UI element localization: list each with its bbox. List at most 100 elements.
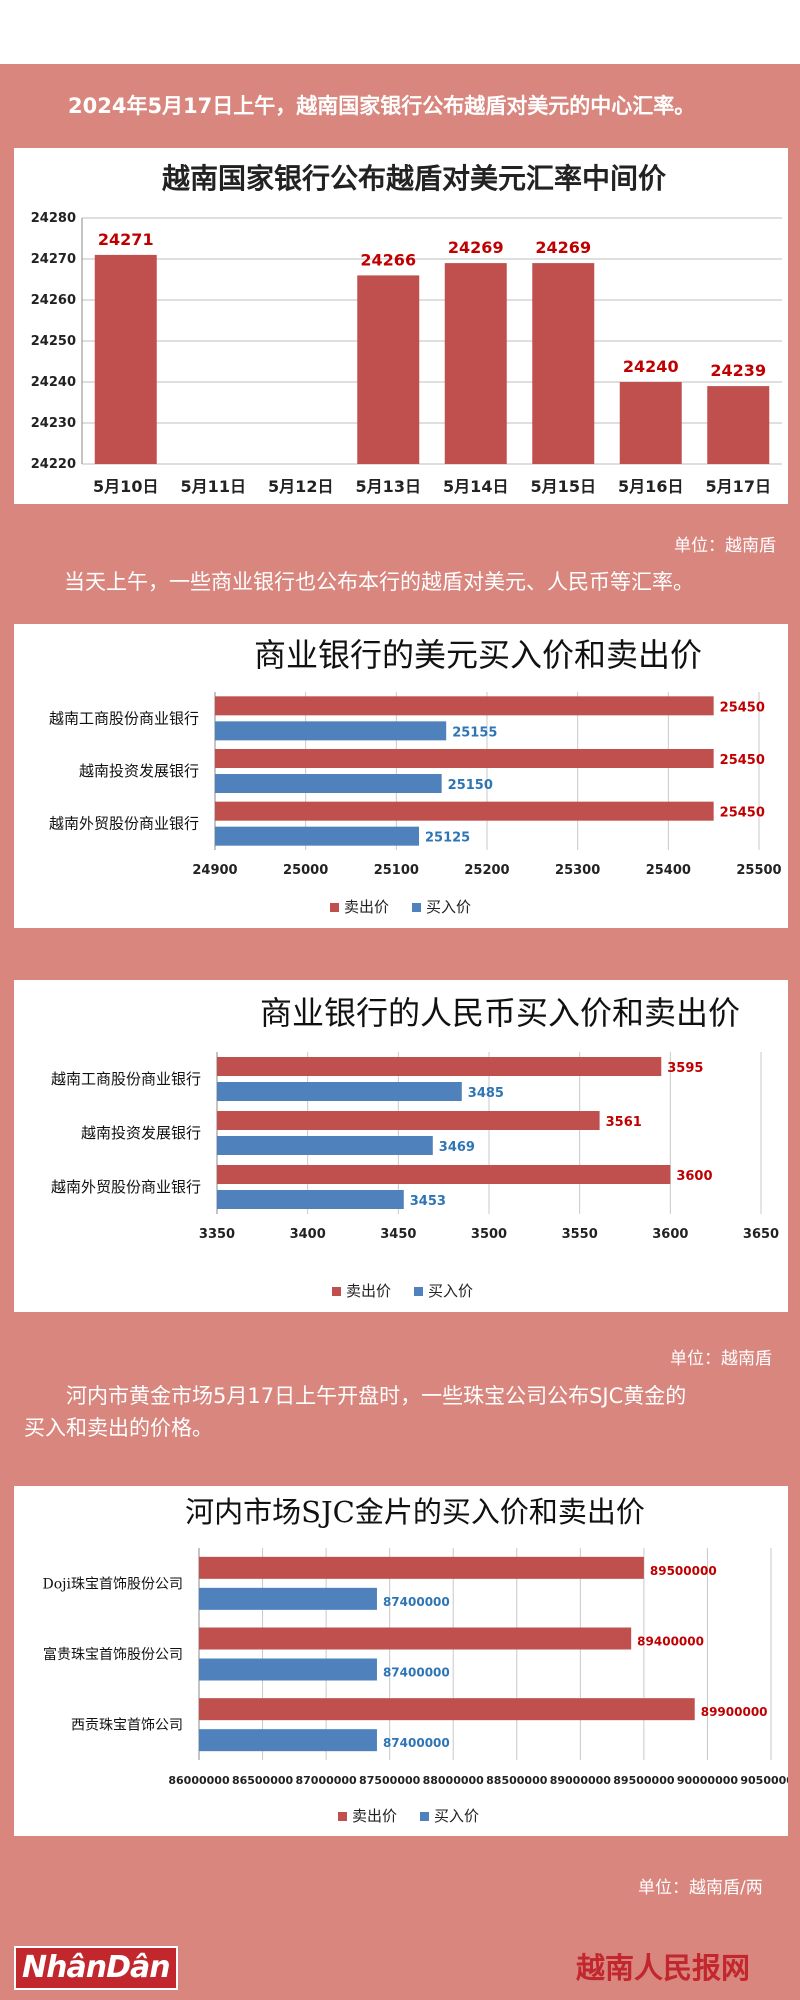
chart-1-bar bbox=[619, 382, 682, 464]
chart-2-bar-sell bbox=[215, 749, 714, 768]
chart-4-bar-buy bbox=[199, 1729, 377, 1752]
chart-1-xtick-label: 5月13日 bbox=[356, 477, 421, 496]
chart-3-legend-buy: 买入价 bbox=[428, 1282, 473, 1300]
chart-panel-1: 越南国家银行公布越盾对美元汇率中间价 24220 24230 24240 24250 24… bbox=[14, 148, 788, 504]
chart-2-xtick-label: 25200 bbox=[464, 863, 509, 878]
chart-1-xtick-label: 5月17日 bbox=[706, 477, 771, 496]
chart-3-bar-sell bbox=[217, 1111, 600, 1130]
chart-2-category-label: 越南外贸股份商业银行 bbox=[49, 815, 199, 833]
chart-1-xtick-label: 5月10日 bbox=[93, 477, 158, 496]
chart-1-data-label: 24271 bbox=[98, 230, 154, 249]
chart-2-label-sell: 25450 bbox=[720, 700, 765, 715]
chart-2-bar-buy bbox=[215, 826, 419, 846]
chart-4-label-sell: 89400000 bbox=[637, 1635, 704, 1649]
chart-4-xtick-label: 87000000 bbox=[295, 1774, 357, 1787]
chart-4-xtick-label: 86500000 bbox=[232, 1774, 294, 1787]
chart-2-legend-sell: 卖出价 bbox=[344, 898, 389, 916]
chart-4-label-sell: 89900000 bbox=[701, 1705, 768, 1719]
chart-3-legend-sell: 卖出价 bbox=[346, 1282, 391, 1300]
chart-4-xtick-label: 90000000 bbox=[677, 1774, 739, 1787]
chart-2-legend-buy: 买入价 bbox=[426, 898, 471, 916]
chart-1-ytick-label: 24270 bbox=[31, 252, 76, 267]
chart-2-label-sell: 25450 bbox=[720, 753, 765, 768]
chart-3-legend-swatch-sell bbox=[332, 1287, 341, 1296]
chart-1-bar bbox=[357, 275, 420, 464]
chart-4-label-buy: 87400000 bbox=[383, 1595, 450, 1609]
chart-4-label-sell: 89500000 bbox=[650, 1564, 717, 1578]
chart-2-xtick-label: 25500 bbox=[736, 863, 781, 878]
chart-3-label-sell: 3600 bbox=[676, 1169, 712, 1184]
chart-3-xtick-label: 3650 bbox=[743, 1227, 779, 1242]
chart-3-label-buy: 3453 bbox=[410, 1194, 446, 1209]
chart-3-xtick-label: 3450 bbox=[380, 1227, 416, 1242]
chart-2-title: 商业银行的美元买入价和卖出价 bbox=[254, 636, 702, 674]
chart-3-label-buy: 3469 bbox=[439, 1140, 475, 1155]
chart-2-xtick-label: 24900 bbox=[192, 863, 237, 878]
chart-1-ytick-label: 24230 bbox=[31, 416, 76, 431]
chart-1-ytick-label: 24250 bbox=[31, 334, 76, 349]
chart-1-ytick-label: 24220 bbox=[31, 457, 76, 472]
unit-label-2: 单位：越南盾 bbox=[670, 1349, 772, 1369]
chart-panel-3: 商业银行的人民币买入价和卖出价 3350 3400 3450 3500 3550 3600 3… bbox=[14, 980, 788, 1312]
chart-1-xtick-label: 5月14日 bbox=[443, 477, 508, 496]
chart-1-ytick-label: 24260 bbox=[31, 293, 76, 308]
chart-4-label-buy: 87400000 bbox=[383, 1736, 450, 1750]
chart-1-svg: 越南国家银行公布越盾对美元汇率中间价 24220 24230 24240 24250 24… bbox=[31, 162, 782, 496]
chart-3-bar-sell bbox=[217, 1165, 671, 1184]
chart-1-bar bbox=[444, 263, 507, 464]
chart-3-label-buy: 3485 bbox=[468, 1086, 504, 1101]
chart-2-svg: 商业银行的美元买入价和卖出价 24900 25000 25100 25200 25300 2… bbox=[49, 636, 782, 916]
chart-3-bar-sell bbox=[217, 1057, 662, 1076]
chart-4-legend-swatch-buy bbox=[420, 1812, 429, 1821]
chart-4-xtick-label: 86000000 bbox=[168, 1774, 230, 1787]
chart-4-title: 河内市场SJC金片的买入价和卖出价 bbox=[185, 1495, 645, 1529]
chart-3-bar-buy bbox=[217, 1082, 462, 1101]
chart-1-data-label: 24269 bbox=[535, 238, 591, 257]
text-3-line2: 买入和卖出的价格。 bbox=[24, 1416, 213, 1440]
nhandan-logo: NhânDân bbox=[14, 1946, 178, 1990]
chart-3-category-label: 越南投资发展银行 bbox=[81, 1124, 201, 1142]
chart-1-data-label: 24239 bbox=[710, 361, 766, 380]
chart-1-ytick-label: 24280 bbox=[31, 211, 76, 226]
chart-panel-2: 商业银行的美元买入价和卖出价 24900 25000 25100 25200 25300 2… bbox=[14, 624, 788, 928]
chart-1-data-label: 24266 bbox=[360, 250, 416, 269]
chart-3-bar-buy bbox=[217, 1136, 433, 1155]
chart-3-xtick-label: 3600 bbox=[652, 1227, 688, 1242]
chart-1-xtick-label: 5月11日 bbox=[181, 477, 246, 496]
chart-3-category-label: 越南工商股份商业银行 bbox=[51, 1070, 201, 1088]
chart-2-label-buy: 25150 bbox=[448, 778, 493, 793]
chart-2-category-label: 越南投资发展银行 bbox=[79, 762, 199, 780]
chart-2-bar-buy bbox=[215, 774, 442, 793]
chart-4-xtick-label: 89500000 bbox=[613, 1774, 675, 1787]
chart-2-label-buy: 25125 bbox=[425, 831, 470, 846]
text-2: 当天上午，一些商业银行也公布本行的越盾对美元、人民币等汇率。 bbox=[64, 570, 694, 594]
chart-3-title: 商业银行的人民币买入价和卖出价 bbox=[260, 994, 740, 1032]
chart-3-xtick-label: 3550 bbox=[562, 1227, 598, 1242]
chart-2-label-sell: 25450 bbox=[720, 806, 765, 821]
chart-4-legend-swatch-sell bbox=[338, 1812, 347, 1821]
chart-2-xtick-label: 25000 bbox=[283, 863, 328, 878]
chart-1-bar bbox=[532, 263, 595, 464]
chart-4-xtick-label: 88000000 bbox=[423, 1774, 485, 1787]
chart-4-category-label: 西贡珠宝首饰公司 bbox=[71, 1718, 183, 1734]
chart-3-label-sell: 3595 bbox=[667, 1061, 703, 1076]
chart-4-xtick-label: 88500000 bbox=[486, 1774, 548, 1787]
chart-1-data-label: 24269 bbox=[448, 238, 504, 257]
chart-3-legend-swatch-buy bbox=[414, 1287, 423, 1296]
chart-3-category-label: 越南外贸股份商业银行 bbox=[51, 1178, 201, 1196]
text-3-line1: 河内市黄金市场5月17日上午开盘时，一些珠宝公司公布SJC黄金的 bbox=[66, 1384, 687, 1408]
chart-4-legend-buy: 买入价 bbox=[434, 1807, 479, 1825]
chart-2-category-label: 越南工商股份商业银行 bbox=[49, 709, 199, 727]
chart-2-xtick-label: 25100 bbox=[374, 863, 419, 878]
chart-2-bar-buy bbox=[215, 721, 447, 741]
chart-2-xtick-label: 25400 bbox=[646, 863, 691, 878]
chart-2-bar-sell bbox=[215, 801, 714, 821]
chart-3-xtick-label: 3400 bbox=[290, 1227, 326, 1242]
chart-3-label-sell: 3561 bbox=[606, 1115, 642, 1130]
chart-1-bar bbox=[94, 254, 157, 464]
intro-text: 2024年5月17日上午，越南国家银行公布越盾对美元的中心汇率。 bbox=[68, 94, 696, 118]
chart-4-bar-sell bbox=[199, 1556, 644, 1579]
chart-1-xtick-label: 5月16日 bbox=[618, 477, 683, 496]
chart-4-label-buy: 87400000 bbox=[383, 1666, 450, 1680]
chart-4-legend-sell: 卖出价 bbox=[352, 1807, 397, 1825]
